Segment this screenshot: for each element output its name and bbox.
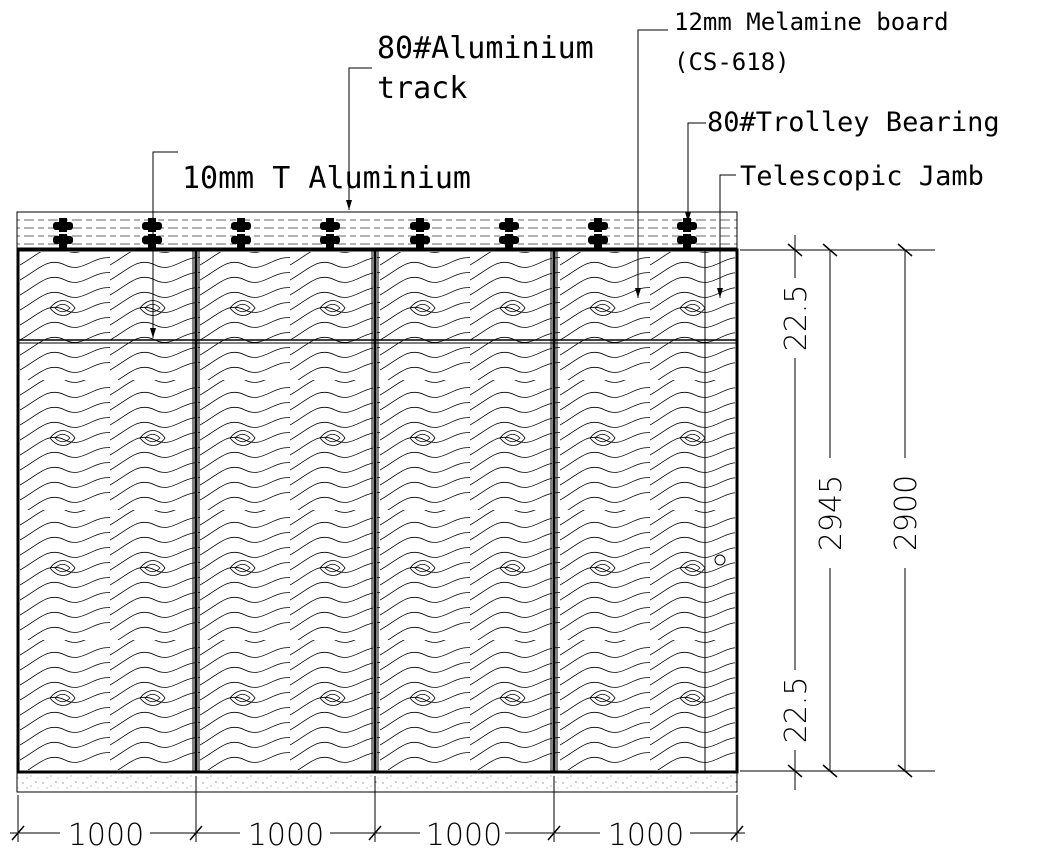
dim-width-3: 1000 (426, 818, 502, 852)
annotation-leaders (150, 29, 736, 338)
track-label-line1: 80#Aluminium (377, 31, 594, 66)
t-aluminium-label: 10mm T Aluminium (182, 161, 471, 196)
vertical-dimensions: 22.5 22.5 2945 2900 (740, 235, 935, 790)
dim-overall-height: 2945 (814, 475, 849, 551)
melamine-label-line2: (CS-618) (674, 48, 790, 76)
trolley-bearing-icon (140, 218, 164, 250)
dim-width-2: 1000 (248, 818, 324, 852)
door-panels (16, 248, 739, 774)
handle-icon (714, 554, 726, 566)
trolley-bearing-icon (497, 218, 521, 250)
trolley-bearing-icon (408, 218, 432, 250)
aluminium-track (16, 211, 738, 249)
track-label-line2: track (377, 71, 467, 106)
trolley-bearing-icon (229, 218, 253, 250)
panel-1 (20, 252, 195, 770)
melamine-label-line1: 12mm Melamine board (674, 8, 949, 36)
dim-top-offset: 22.5 (779, 285, 814, 352)
panel-4 (555, 252, 735, 770)
jamb-label: Telescopic Jamb (740, 161, 984, 192)
panel-3 (377, 252, 552, 770)
panel-2 (198, 252, 373, 770)
dim-panel-height: 2900 (889, 475, 924, 551)
annotation-labels: 12mm Melamine board (CS-618) 80#Aluminiu… (182, 8, 1000, 196)
dim-width-1: 1000 (68, 818, 144, 852)
trolley-bearing-icon (586, 218, 610, 250)
dim-width-4: 1000 (608, 818, 684, 852)
trolley-bearing-icon (318, 218, 342, 250)
trolley-bearing-icon (675, 218, 699, 250)
horizontal-dimensions: 1000 1000 1000 1000 (10, 776, 745, 852)
floor-strip (16, 771, 738, 793)
trolley-bearings (51, 218, 699, 250)
dim-bottom-offset: 22.5 (779, 677, 814, 744)
trolley-label: 80#Trolley Bearing (707, 107, 1000, 138)
trolley-bearing-icon (51, 218, 75, 250)
